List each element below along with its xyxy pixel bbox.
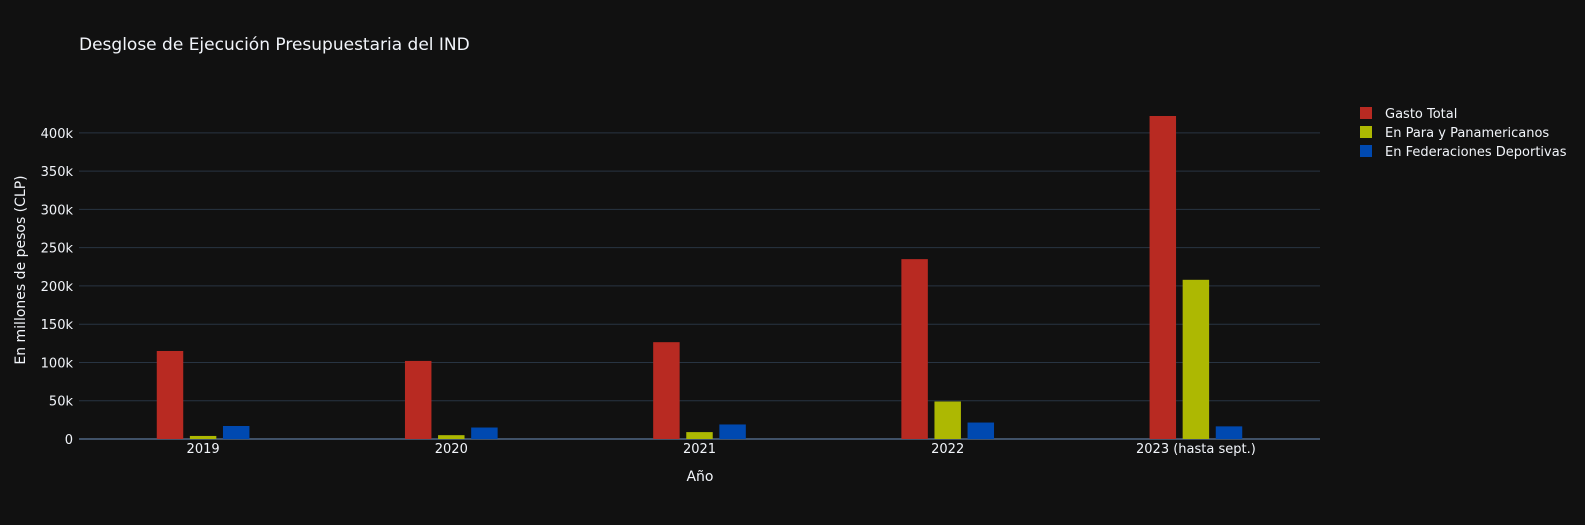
x-tick-label: 2021 (683, 442, 716, 457)
legend-swatch (1360, 145, 1372, 157)
y-tick-label: 250k (41, 242, 74, 257)
legend-swatch (1360, 107, 1372, 119)
bars (156, 116, 1243, 439)
bar-para-panamericanos (686, 432, 713, 439)
legend-swatch (1360, 126, 1372, 138)
x-tick-label: 2023 (hasta sept.) (1136, 442, 1256, 457)
x-tick-label: 2019 (187, 442, 220, 457)
bar-federaciones-deportivas (471, 427, 498, 439)
bar-federaciones-deportivas (967, 422, 995, 439)
x-axis-ticks: 2019 2020 2021 2022 2023 (hasta sept.) (187, 442, 1256, 457)
y-tick-label: 50k (49, 395, 74, 410)
bar-federaciones-deportivas (222, 425, 250, 439)
bar-gasto-total (901, 259, 928, 439)
bar-gasto-total (404, 360, 432, 439)
x-tick-label: 2022 (931, 442, 964, 457)
y-tick-label: 400k (41, 127, 74, 142)
chart-title: Desglose de Ejecución Presupuestaria del… (79, 35, 470, 55)
y-tick-label: 200k (41, 280, 74, 295)
bar-gasto-total (156, 350, 184, 439)
x-axis-label: Año (686, 469, 713, 485)
legend-label: En Federaciones Deportivas (1385, 145, 1567, 160)
x-tick-label: 2020 (435, 442, 468, 457)
y-tick-label: 300k (41, 203, 74, 218)
bar-federaciones-deportivas (719, 424, 746, 439)
y-tick-label: 0 (65, 433, 73, 448)
bar-para-panamericanos (934, 401, 961, 439)
y-axis-label: En millones de pesos (CLP) (13, 175, 29, 364)
legend-label: Gasto Total (1385, 107, 1457, 122)
legend-label: En Para y Panamericanos (1385, 126, 1549, 141)
bar-para-panamericanos (1182, 279, 1210, 439)
y-tick-label: 350k (41, 165, 74, 180)
bar-para-panamericanos (189, 435, 217, 439)
legend: Gasto Total En Para y Panamericanos En Fed… (1360, 107, 1567, 160)
y-tick-label: 150k (41, 318, 74, 333)
y-tick-label: 100k (41, 356, 74, 371)
bar-para-panamericanos (438, 435, 465, 439)
bar-federaciones-deportivas (1215, 426, 1243, 439)
y-axis-ticks: 0 50k 100k 150k 200k 250k 300k 350k 400k (41, 127, 74, 448)
bar-gasto-total (1149, 116, 1177, 439)
bar-gasto-total (653, 342, 680, 439)
